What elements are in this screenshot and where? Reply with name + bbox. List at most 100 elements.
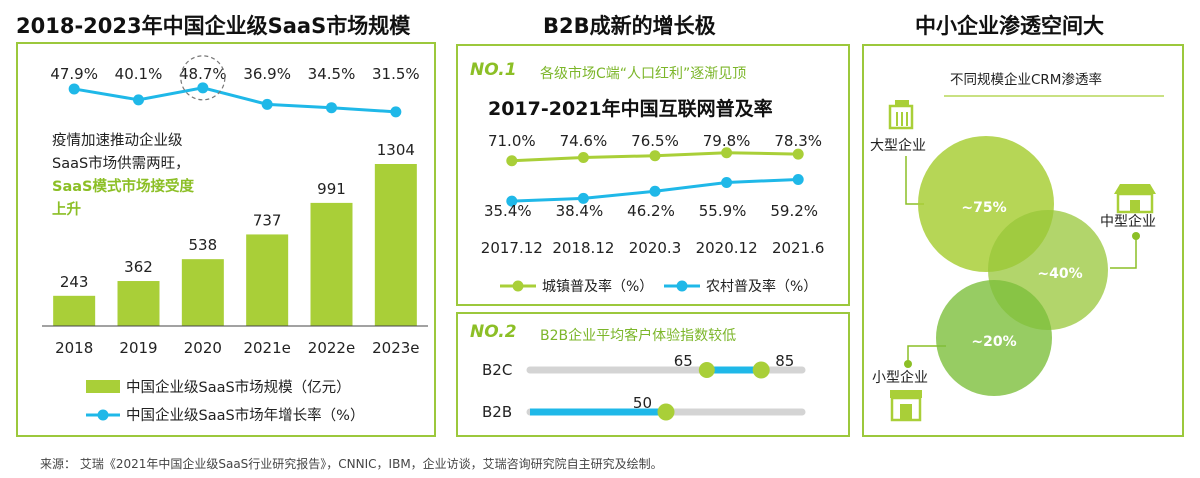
growth-label-2023e: 31.5%	[372, 65, 420, 83]
legend-rural-marker	[676, 280, 688, 292]
annotation-line-3: SaaS模式市场接受度	[52, 179, 194, 195]
urban-point-2018.12	[577, 151, 589, 163]
no2-heading: B2B企业平均客户体验指数较低	[540, 328, 737, 344]
annotation-text: 疫情加速推动企业级 SaaS市场供需两旺， SaaS模式市场接受度 上升	[52, 130, 194, 222]
right-title: 中小企业渗透空间大	[915, 14, 1104, 38]
bar-2019	[117, 281, 160, 326]
store-icon	[890, 390, 922, 422]
legend-rural: 农村普及率（%）	[664, 278, 817, 295]
medium-connector	[1110, 238, 1137, 269]
no1-label: NO.1	[470, 60, 517, 80]
small-enterprise-label: 小型企业	[872, 369, 928, 386]
growth-point-2023e	[390, 106, 402, 118]
bar-label-2020: 538	[189, 236, 218, 254]
growth-label-2021e: 36.9%	[243, 65, 291, 83]
category-label-2022e: 2022e	[308, 339, 355, 357]
internet-penetration-panel: NO.1 各级市场C端“人口红利”逐渐见顶 2017-2021年中国互联网普及率…	[456, 44, 850, 306]
medium-enterprise-value: ~40%	[1037, 266, 1082, 282]
legend-line-label: 中国企业级SaaS市场年增长率（%）	[126, 408, 365, 424]
urban-point-2021.6	[792, 148, 804, 160]
bar-label-2019: 362	[124, 258, 153, 276]
rural-point-2017.12	[506, 195, 518, 207]
growth-label-2019: 40.1%	[115, 65, 163, 83]
category-label-B2B: B2B	[482, 403, 512, 421]
left-title: 2018-2023年中国企业级SaaS市场规模	[16, 14, 411, 38]
bar-label-2018: 243	[60, 273, 89, 291]
range-end-label-B2B: 50	[633, 394, 652, 412]
period-label-2020.12: 2020.12	[696, 239, 758, 257]
category-label-2019: 2019	[119, 339, 157, 357]
category-label-2023e: 2023e	[372, 339, 419, 357]
urban-label-2020.12: 79.8%	[703, 132, 751, 150]
rural-label-2020.12: 55.9%	[699, 202, 747, 220]
urban-label-2017.12: 71.0%	[488, 132, 536, 150]
legend-urban-label: 城镇普及率（%）	[542, 278, 653, 295]
legend-bar-swatch	[86, 380, 120, 393]
rural-label-2018.12: 38.4%	[556, 202, 604, 220]
growth-point-2020	[197, 82, 209, 94]
category-label-2021e: 2021e	[243, 339, 290, 357]
large-enterprise-value: ~75%	[961, 200, 1006, 216]
bar-label-2021e: 737	[253, 211, 282, 229]
crm-penetration-chart: 不同规模企业CRM渗透率 ~75% ~40% ~20% 大型企业 中	[870, 71, 1164, 422]
legend-line: 中国企业级SaaS市场年增长率（%）	[86, 404, 364, 425]
rural-point-2018.12	[577, 192, 589, 204]
small-connector-dot	[904, 360, 912, 368]
category-label-2018: 2018	[55, 339, 93, 357]
growth-point-2018	[68, 83, 80, 95]
bar-2021e	[246, 234, 289, 326]
annotation-line-1: 疫情加速推动企业级	[52, 133, 183, 149]
legend-bar: 中国企业级SaaS市场规模（亿元）	[86, 376, 351, 397]
category-label-2020: 2020	[184, 339, 222, 357]
small-connector	[907, 345, 946, 364]
source-note: 来源： 艾瑞《2021年中国企业级SaaS行业研究报告》，CNNIC，IBM，企…	[40, 457, 663, 471]
range-end-B2B	[657, 403, 675, 421]
annotation-line-2: SaaS市场供需两旺，	[52, 156, 190, 172]
urban-label-2018.12: 74.6%	[560, 132, 608, 150]
range-start-B2C	[698, 362, 715, 378]
rural-point-2021.6	[792, 173, 804, 185]
growth-line	[73, 86, 396, 114]
urban-label-2020.3: 76.5%	[631, 132, 679, 150]
crm-chart-title: 不同规模企业CRM渗透率	[950, 71, 1102, 88]
legend-bar-label: 中国企业级SaaS市场规模（亿元）	[126, 380, 351, 396]
urban-label-2021.6: 78.3%	[774, 132, 822, 150]
small-enterprise-circle	[936, 280, 1052, 396]
urban-point-2020.12	[721, 147, 733, 159]
period-label-2020.3: 2020.3	[629, 239, 682, 257]
internet-chart-title: 2017-2021年中国互联网普及率	[488, 98, 773, 120]
growth-point-2022e	[326, 102, 337, 114]
shop-icon	[1114, 184, 1156, 214]
highlight-circle	[180, 55, 226, 101]
growth-point-2021e	[261, 98, 273, 110]
bar-label-2023e: 1304	[377, 141, 415, 159]
customer-experience-panel: NO.2 B2B企业平均客户体验指数较低 B2C 65 85 B2B 50	[456, 312, 850, 437]
growth-point-2019	[133, 94, 144, 106]
legend-urban-marker	[512, 280, 524, 292]
no1-heading: 各级市场C端“人口红利”逐渐见顶	[540, 66, 747, 82]
annotation-line-4: 上升	[52, 202, 81, 218]
small-enterprise-value: ~20%	[971, 334, 1016, 350]
internet-penetration-chart: 71.0% 74.6% 76.5% 79.8% 78.3% 35.4% 38.4% 46.2%…	[481, 132, 825, 295]
rural-label-2017.12: 35.4%	[484, 202, 532, 220]
large-enterprise-label: 大型企业	[870, 137, 926, 154]
crm-penetration-panel: 不同规模企业CRM渗透率 ~75% ~40% ~20% 大型企业 中	[862, 44, 1184, 437]
period-label-2017.12: 2017.12	[481, 239, 543, 257]
growth-label-2022e: 34.5%	[308, 65, 356, 83]
growth-label-2020: 48.7%	[179, 65, 227, 83]
rural-label-2021.6: 59.2%	[770, 202, 818, 220]
legend-urban: 城镇普及率（%）	[500, 278, 653, 295]
range-start-label-B2C: 65	[674, 352, 693, 370]
saas-market-panel: 243 362 538 737 991 1304 2018 2019 2020 2021e 202…	[16, 42, 436, 437]
legend-line-swatch	[86, 409, 120, 421]
category-label-B2C: B2C	[482, 361, 512, 379]
bar-2022e	[310, 202, 353, 326]
bar-2018	[53, 295, 96, 326]
rural-point-2020.12	[721, 176, 733, 188]
rural-label-2020.3: 46.2%	[627, 202, 675, 220]
period-label-2018.12: 2018.12	[552, 239, 614, 257]
bar-2023e	[374, 164, 417, 326]
medium-connector-dot	[1132, 232, 1140, 240]
saas-market-chart: 243 362 538 737 991 1304 2018 2019 2020 2021e 202…	[42, 55, 428, 357]
middle-title: B2B成新的增长极	[543, 14, 716, 38]
